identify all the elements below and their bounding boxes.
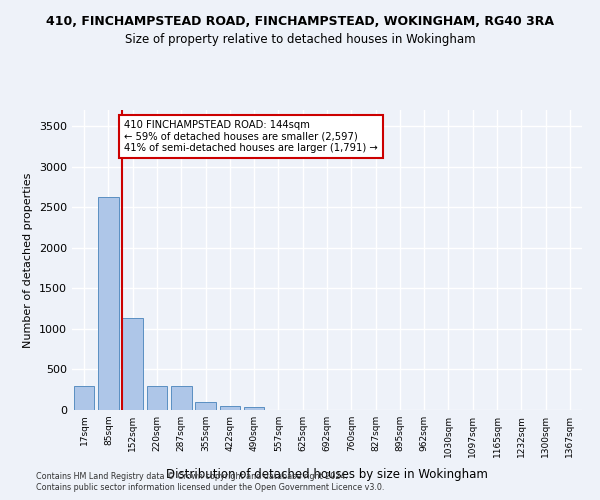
Bar xyxy=(195,402,216,410)
Text: 410, FINCHAMPSTEAD ROAD, FINCHAMPSTEAD, WOKINGHAM, RG40 3RA: 410, FINCHAMPSTEAD ROAD, FINCHAMPSTEAD, … xyxy=(46,15,554,28)
Text: Size of property relative to detached houses in Wokingham: Size of property relative to detached ho… xyxy=(125,32,475,46)
Bar xyxy=(74,386,94,410)
X-axis label: Distribution of detached houses by size in Wokingham: Distribution of detached houses by size … xyxy=(166,468,488,481)
Bar xyxy=(122,318,143,410)
Bar xyxy=(98,197,119,410)
Text: Contains public sector information licensed under the Open Government Licence v3: Contains public sector information licen… xyxy=(36,484,385,492)
Bar xyxy=(244,407,265,410)
Bar xyxy=(220,406,240,410)
Bar xyxy=(171,386,191,410)
Bar xyxy=(146,386,167,410)
Text: Contains HM Land Registry data © Crown copyright and database right 2024.: Contains HM Land Registry data © Crown c… xyxy=(36,472,348,481)
Y-axis label: Number of detached properties: Number of detached properties xyxy=(23,172,34,348)
Text: 410 FINCHAMPSTEAD ROAD: 144sqm
← 59% of detached houses are smaller (2,597)
41% : 410 FINCHAMPSTEAD ROAD: 144sqm ← 59% of … xyxy=(124,120,378,153)
